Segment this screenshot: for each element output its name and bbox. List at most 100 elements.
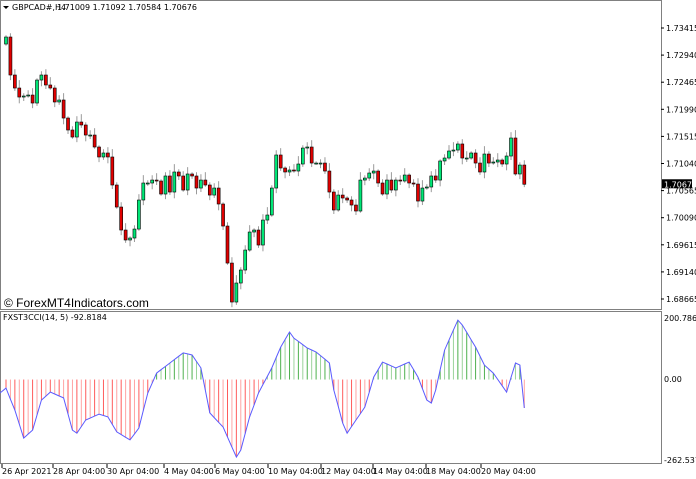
candle-bear xyxy=(487,153,491,164)
candle-bull xyxy=(128,237,132,241)
candle-bear xyxy=(416,183,420,202)
candle-bear xyxy=(309,146,314,164)
price-tick-label: 1.69615 xyxy=(666,241,696,250)
candle-bull xyxy=(26,94,30,97)
time-tick-label: 20 May 04:00 xyxy=(481,467,536,476)
candle-bull xyxy=(269,187,274,216)
candle-bull xyxy=(504,155,509,165)
watermark: © ForexMT4Indicators.com xyxy=(4,296,149,310)
candle-bear xyxy=(376,170,380,184)
candle-bull xyxy=(150,179,154,184)
candle-bull xyxy=(447,150,451,159)
candle-bear xyxy=(332,191,336,211)
candle-bull xyxy=(318,162,323,165)
candle-bull xyxy=(88,134,92,137)
candle-bull xyxy=(429,175,434,188)
candle-bear xyxy=(168,175,172,193)
price-tick-label: 1.68665 xyxy=(666,295,696,304)
price-panel[interactable] xyxy=(0,0,662,310)
candle-bull xyxy=(336,194,341,211)
candle-bull xyxy=(137,199,141,230)
candle-bull xyxy=(305,146,310,149)
candle-bull xyxy=(39,74,44,81)
candle-bear xyxy=(181,175,185,191)
candle-bear xyxy=(48,84,53,89)
candle-bear xyxy=(17,87,22,98)
dropdown-triangle-icon[interactable] xyxy=(3,6,9,9)
candle-bull xyxy=(4,36,8,45)
candle-bear xyxy=(345,197,349,201)
candle-bear xyxy=(61,99,66,119)
candle-bear xyxy=(292,169,296,172)
candle-bear xyxy=(114,184,119,208)
candle-bear xyxy=(522,164,527,185)
candle-bear xyxy=(323,162,327,172)
candle-bull xyxy=(438,160,442,181)
candle-bull xyxy=(371,170,376,174)
time-tick-label: 12 May 04:00 xyxy=(321,467,376,476)
candle-bull xyxy=(163,175,168,195)
indicator-max-label: 200.786 xyxy=(664,314,696,323)
candle-bear xyxy=(398,179,403,182)
candle-bear xyxy=(473,152,478,164)
candle-bull xyxy=(261,219,265,246)
candle-bull xyxy=(21,95,26,98)
candle-bull xyxy=(482,153,487,173)
candle-bull xyxy=(464,157,469,160)
candle-bear xyxy=(349,199,354,206)
candle-bull xyxy=(367,172,372,179)
price-tick-label: 1.70565 xyxy=(666,187,696,196)
candle-bear xyxy=(327,170,332,193)
candle-bull xyxy=(145,182,150,185)
candle-bull xyxy=(274,154,279,189)
candle-bull xyxy=(75,121,79,138)
candle-bear xyxy=(92,134,97,148)
candle-bear xyxy=(433,175,438,181)
price-axis: 1.73415 1.72940 1.72465 1.71990 1.71515 1.710… xyxy=(661,24,696,304)
candle-bear xyxy=(194,175,199,189)
price-tick-label: 1.72940 xyxy=(666,51,696,60)
candle-bear xyxy=(119,206,123,231)
candle-bull xyxy=(287,169,292,173)
candle-bear xyxy=(380,182,385,195)
candle-bear xyxy=(230,262,234,303)
candle-bear xyxy=(283,167,287,173)
candle-bull xyxy=(469,152,473,159)
candle-bull xyxy=(185,173,190,191)
candle-bear xyxy=(79,121,84,126)
candle-bear xyxy=(70,129,75,138)
candle-bull xyxy=(509,137,513,157)
price-tick-label: 1.72465 xyxy=(666,78,696,87)
candle-bull xyxy=(442,157,447,162)
candle-bull xyxy=(212,187,217,196)
candle-bear xyxy=(500,159,504,165)
candle-bear xyxy=(221,203,225,227)
candle-bear xyxy=(97,146,101,158)
candle-bear xyxy=(190,173,194,177)
candle-bull xyxy=(518,164,522,175)
time-tick-label: 28 Apr 04:00 xyxy=(53,467,105,476)
candle-bull xyxy=(172,171,177,193)
time-tick-label: 6 May 04:00 xyxy=(215,467,265,476)
candle-bear xyxy=(207,184,212,196)
candle-bull xyxy=(358,179,363,212)
candle-bear xyxy=(203,179,208,186)
price-tick-label: 1.71990 xyxy=(666,105,696,114)
candle-bull xyxy=(252,229,256,233)
time-tick-label: 14 May 04:00 xyxy=(373,467,428,476)
indicator-panel[interactable] xyxy=(0,311,662,464)
candle-bear xyxy=(478,162,482,173)
price-tick-label: 1.71040 xyxy=(666,160,696,169)
candle-bear xyxy=(278,154,283,169)
candle-bull xyxy=(495,159,500,163)
candle-bull xyxy=(141,182,146,201)
candle-bear xyxy=(176,171,181,177)
candle-bull xyxy=(456,143,460,151)
candle-bull xyxy=(132,228,137,239)
candle-bull xyxy=(314,162,318,165)
time-tick-label: 10 May 04:00 xyxy=(268,467,323,476)
cci-line xyxy=(0,319,525,459)
price-tick-label: 1.71515 xyxy=(666,132,696,141)
candle-bear xyxy=(340,194,345,199)
